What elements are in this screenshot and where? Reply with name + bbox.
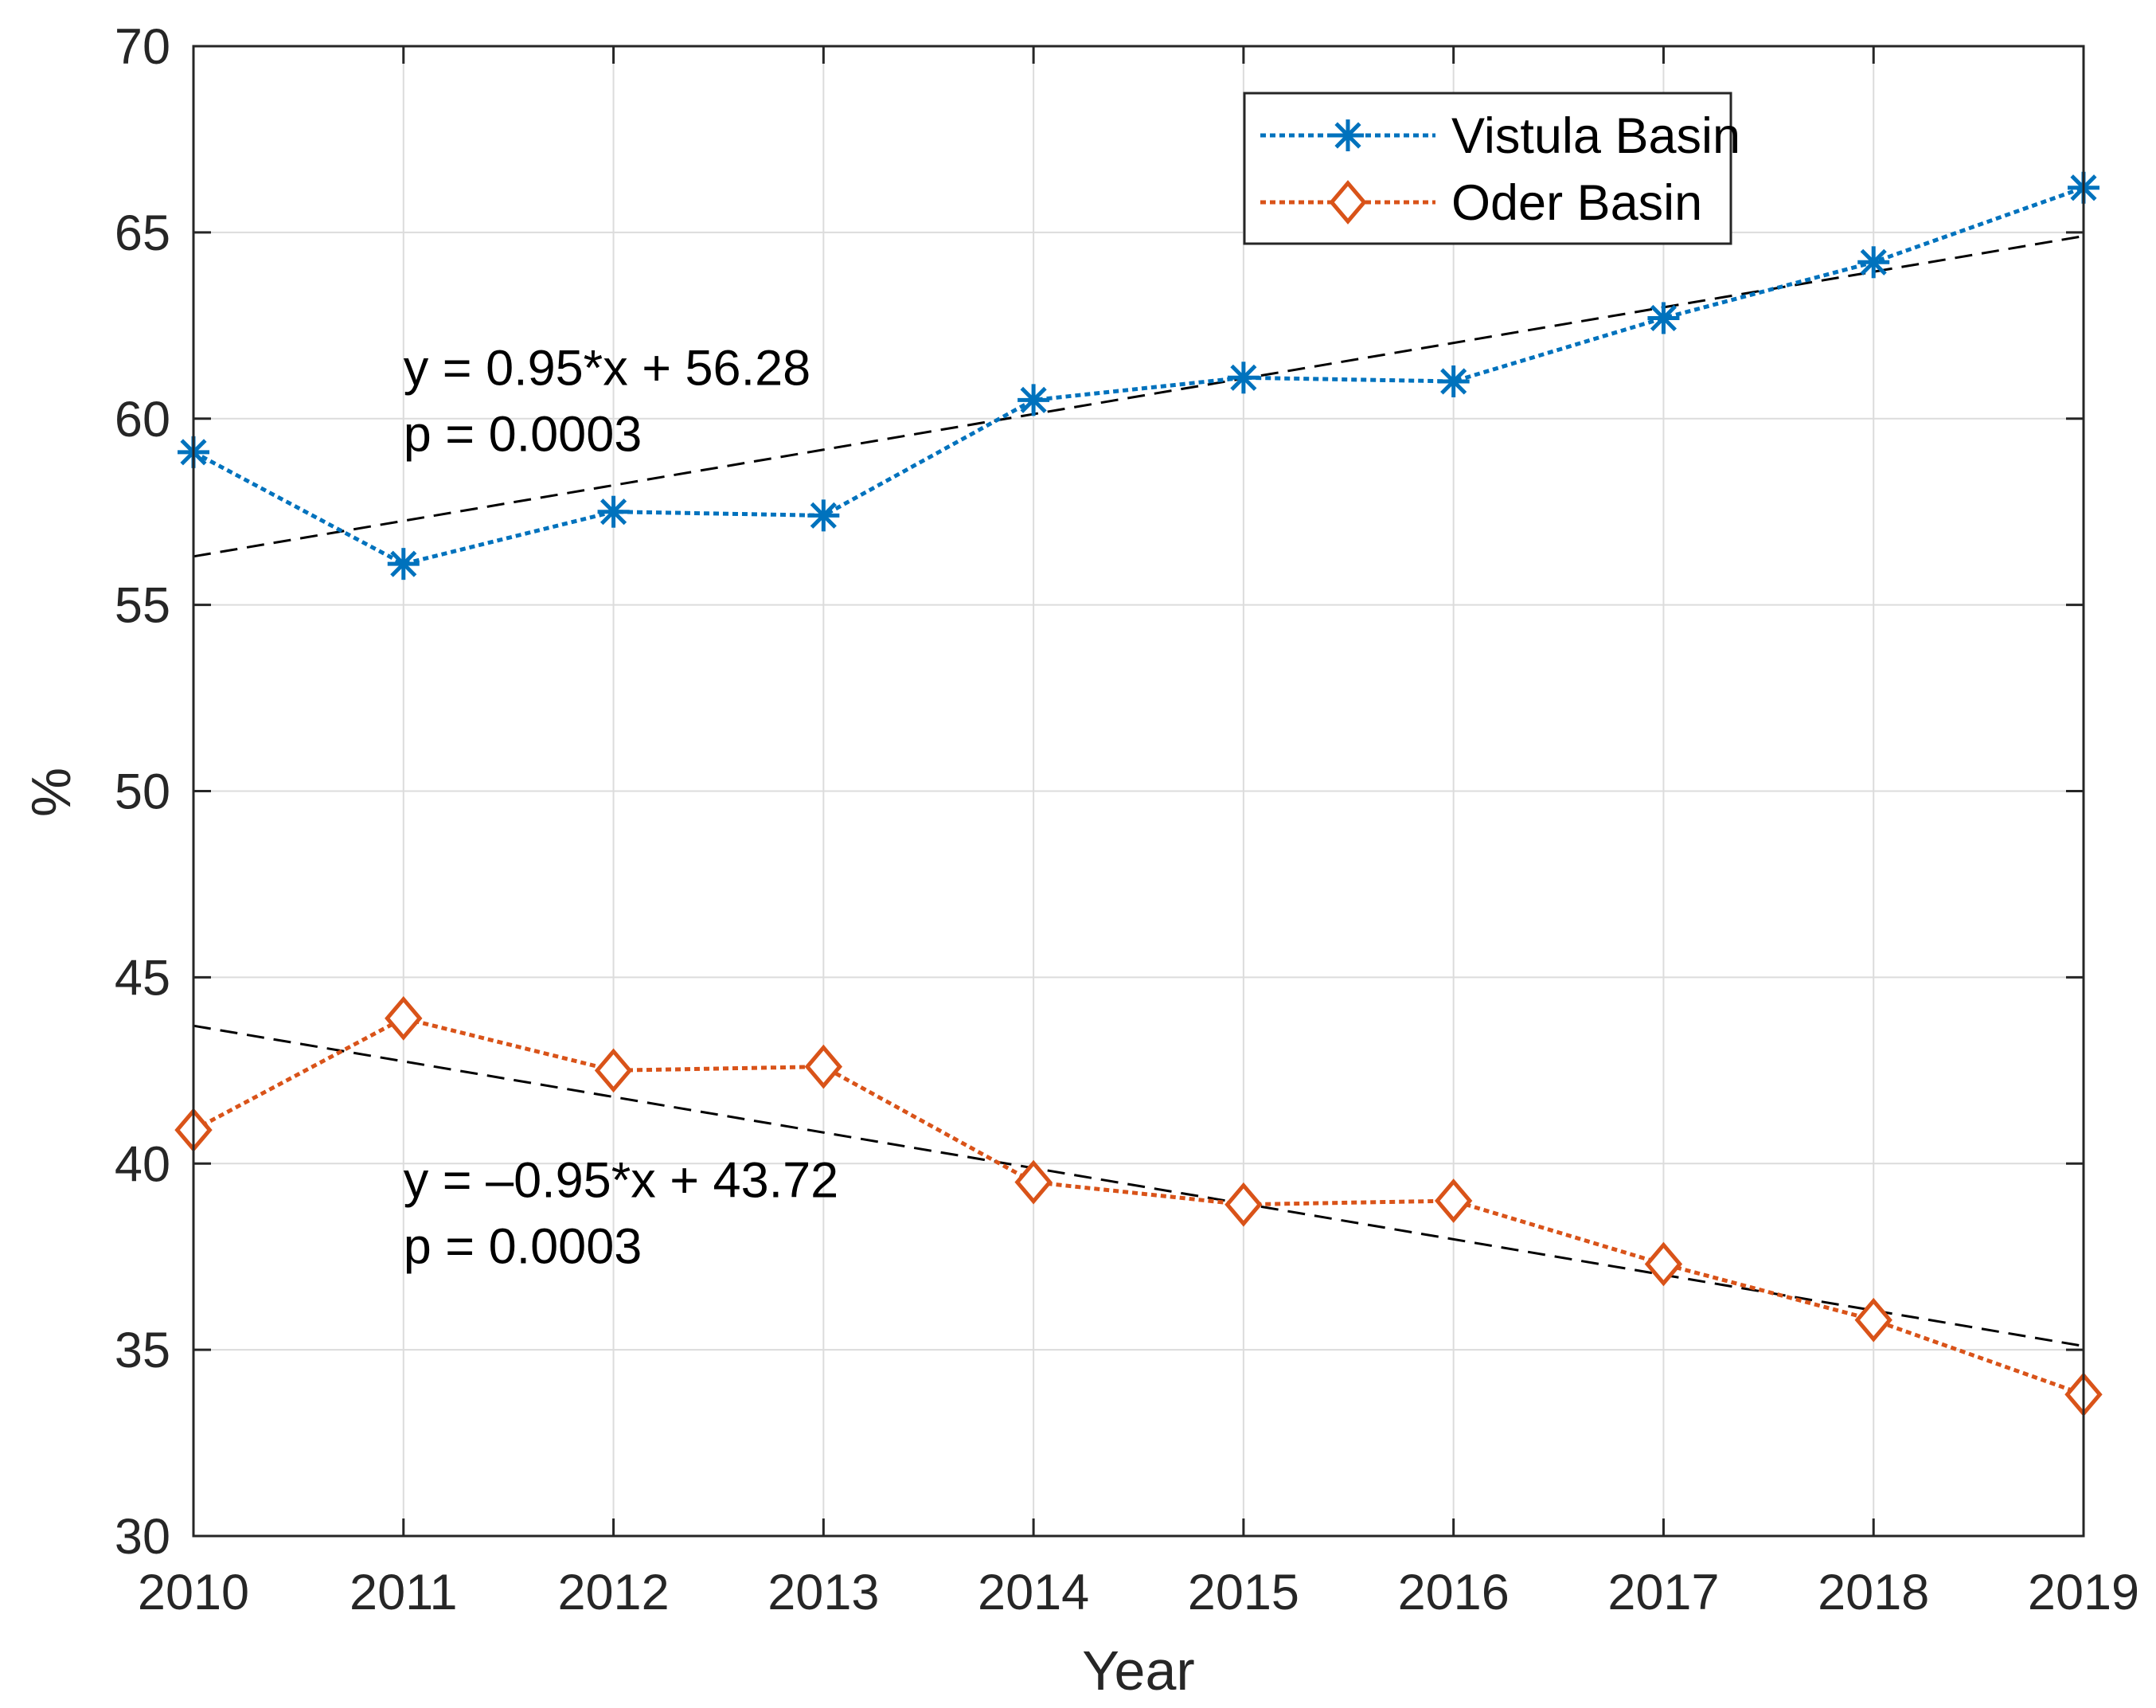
- x-tick-label: 2019: [2028, 1565, 2139, 1620]
- series-2: [174, 995, 2103, 1417]
- data-point: [1437, 365, 1470, 397]
- x-tick-label: 2012: [557, 1565, 669, 1620]
- y-tick-label: 45: [115, 950, 170, 1006]
- data-point: [1854, 1297, 1892, 1343]
- legend-item: Vistula Basin: [1260, 108, 1740, 164]
- series-line: [192, 186, 2084, 566]
- x-tick-label: 2017: [1607, 1565, 1719, 1620]
- y-tick-label: 60: [115, 392, 170, 448]
- series-line: [192, 1016, 2084, 1397]
- data-point: [1014, 1159, 1053, 1205]
- legend-marker: [1329, 180, 1367, 225]
- data-point: [594, 1048, 633, 1093]
- x-tick-label: 2013: [767, 1565, 879, 1620]
- data-point: [1857, 246, 1890, 279]
- data-point: [1434, 1178, 1473, 1223]
- y-tick-label: 30: [115, 1509, 170, 1565]
- y-tick-label: 40: [115, 1136, 170, 1192]
- x-tick-labels: 2010 2011 2012 2013 2014 2015 2016 2017 2018 2019: [138, 1565, 2139, 1620]
- data-point: [1224, 1182, 1263, 1227]
- x-tick-label: 2011: [350, 1565, 457, 1620]
- x-tick-label: 2014: [978, 1565, 1089, 1620]
- legend: Vistula Basin Oder Basin: [1243, 92, 1740, 245]
- x-tick-label: 2010: [138, 1565, 249, 1620]
- legend-label: Oder Basin: [1451, 175, 1702, 231]
- data-point: [1647, 302, 1680, 334]
- data-point: [1017, 384, 1050, 416]
- x-axis-title: Year: [1082, 1640, 1194, 1702]
- x-tick-label: 2016: [1398, 1565, 1510, 1620]
- legend-box: [1243, 92, 1732, 245]
- x-tick-label: 2018: [1818, 1565, 1929, 1620]
- data-point: [387, 548, 420, 580]
- legend-marker: [1332, 119, 1364, 151]
- x-tick-label: 2015: [1188, 1565, 1299, 1620]
- data-point: [807, 499, 840, 532]
- series-layer: [174, 171, 2103, 1417]
- y-tick-label: 70: [115, 19, 170, 75]
- y-tick-label: 50: [115, 764, 170, 820]
- tick-marks: [192, 45, 2085, 1538]
- annotation-text: p = 0.0003: [404, 1218, 643, 1274]
- y-tick-label: 55: [115, 578, 170, 634]
- legend-item: Oder Basin: [1260, 175, 1702, 231]
- data-point: [597, 495, 630, 528]
- data-point: [804, 1044, 843, 1089]
- annotation-text: y = 0.95*x + 56.28: [404, 341, 810, 397]
- y-tick-labels: 30 35 40 45 50 55 60 65 70: [115, 19, 170, 1565]
- y-tick-label: 35: [115, 1323, 170, 1378]
- legend-label: Vistula Basin: [1451, 108, 1740, 164]
- annotation-text: p = 0.0003: [404, 407, 643, 463]
- y-axis-title: %: [20, 768, 82, 817]
- annotation-text: y = –0.95*x + 43.72: [404, 1152, 838, 1208]
- annotations: y = 0.95*x + 56.28 p = 0.0003 y = –0.95*x …: [404, 341, 838, 1275]
- data-point: [385, 995, 423, 1041]
- y-tick-label: 65: [115, 205, 170, 261]
- data-point: [1227, 362, 1260, 394]
- data-point: [1644, 1241, 1683, 1287]
